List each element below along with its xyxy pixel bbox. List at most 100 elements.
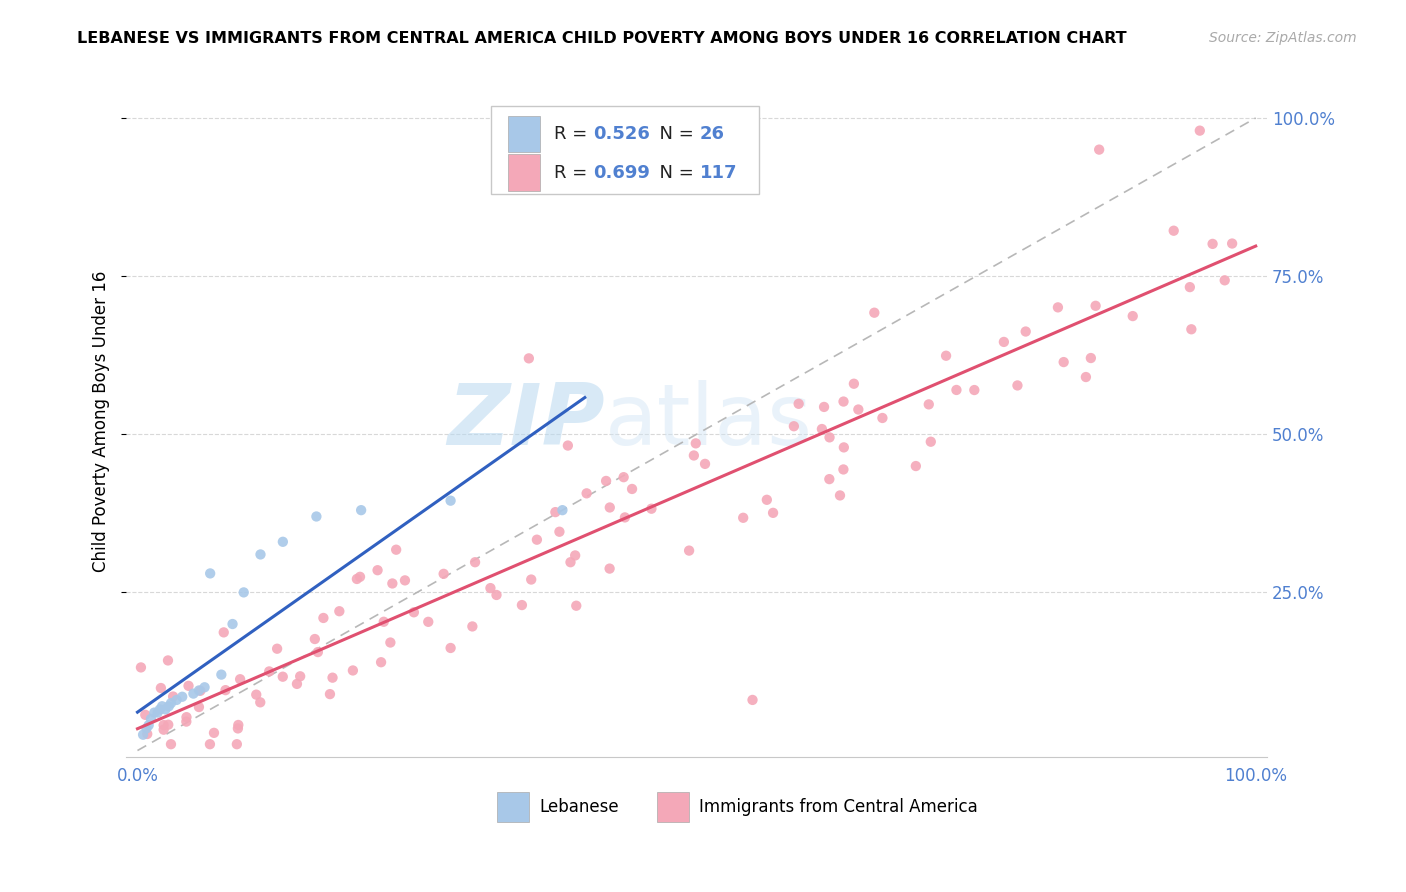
Point xyxy=(783,419,806,434)
Point xyxy=(1178,280,1201,294)
Text: 0.699: 0.699 xyxy=(593,163,650,182)
Point xyxy=(461,619,484,633)
Point xyxy=(1084,299,1107,313)
Point xyxy=(394,574,416,588)
Point xyxy=(1163,224,1185,238)
Point xyxy=(599,500,621,515)
Point xyxy=(157,717,180,731)
Point xyxy=(226,718,249,732)
Point xyxy=(1080,351,1102,365)
Text: Lebanese: Lebanese xyxy=(538,798,619,816)
Point xyxy=(245,688,267,702)
Point xyxy=(599,561,621,575)
Point xyxy=(342,664,364,678)
Point xyxy=(439,493,461,508)
Point xyxy=(1053,355,1076,369)
Point xyxy=(162,690,184,704)
Point xyxy=(129,660,152,674)
Point xyxy=(526,533,548,547)
Text: 0.526: 0.526 xyxy=(593,125,650,143)
Point xyxy=(1007,378,1029,392)
Point xyxy=(257,665,280,679)
Point xyxy=(176,714,198,729)
Y-axis label: Child Poverty Among Boys Under 16: Child Poverty Among Boys Under 16 xyxy=(93,271,110,573)
Point xyxy=(221,617,243,632)
Point xyxy=(307,645,329,659)
Text: 26: 26 xyxy=(700,125,725,143)
Text: Source: ZipAtlas.com: Source: ZipAtlas.com xyxy=(1209,31,1357,45)
Point xyxy=(138,718,160,732)
Point xyxy=(350,503,373,517)
Point xyxy=(370,655,392,669)
Point xyxy=(863,306,886,320)
Point xyxy=(152,723,174,737)
Text: R =: R = xyxy=(554,163,593,182)
Point xyxy=(160,737,183,751)
Point xyxy=(640,501,662,516)
Point xyxy=(150,699,173,714)
Point xyxy=(595,474,617,488)
Point xyxy=(135,722,157,736)
Point xyxy=(385,542,408,557)
Point xyxy=(209,667,232,681)
Point xyxy=(621,482,644,496)
Point xyxy=(1188,123,1211,137)
Point xyxy=(160,696,183,710)
Point xyxy=(818,472,841,486)
Point xyxy=(373,615,395,629)
Point xyxy=(872,411,894,425)
Point xyxy=(152,718,174,732)
Point xyxy=(202,726,225,740)
Point xyxy=(520,573,543,587)
Point xyxy=(813,400,835,414)
Point xyxy=(439,640,461,655)
Point xyxy=(367,563,389,577)
Point xyxy=(172,690,194,704)
Point xyxy=(349,570,371,584)
Point xyxy=(155,702,177,716)
Point xyxy=(271,670,294,684)
Point xyxy=(328,604,350,618)
Point xyxy=(214,683,236,698)
Point xyxy=(198,737,221,751)
Point xyxy=(544,505,567,519)
Point xyxy=(842,376,865,391)
Point xyxy=(1220,236,1243,251)
FancyBboxPatch shape xyxy=(496,792,529,822)
Point xyxy=(249,548,271,562)
Point xyxy=(198,566,221,581)
Point xyxy=(846,402,869,417)
Point xyxy=(1015,325,1038,339)
Point xyxy=(828,488,851,502)
Point xyxy=(156,653,179,667)
Point xyxy=(945,383,967,397)
Point xyxy=(479,581,502,595)
Point xyxy=(832,441,855,455)
Point xyxy=(346,572,368,586)
Point xyxy=(464,555,486,569)
Point xyxy=(1180,322,1202,336)
Point xyxy=(787,397,810,411)
Point xyxy=(678,543,700,558)
Point xyxy=(832,394,855,409)
Point xyxy=(380,635,402,649)
Point xyxy=(418,615,440,629)
Point xyxy=(149,681,172,695)
Point xyxy=(811,422,834,436)
Point xyxy=(551,503,574,517)
Point xyxy=(271,534,294,549)
Point xyxy=(818,430,841,444)
Point xyxy=(557,438,579,452)
Point xyxy=(226,722,249,736)
Point xyxy=(613,510,636,524)
Point xyxy=(1122,309,1144,323)
Point xyxy=(157,699,180,714)
Point xyxy=(575,486,598,500)
Text: LEBANESE VS IMMIGRANTS FROM CENTRAL AMERICA CHILD POVERTY AMONG BOYS UNDER 16 CO: LEBANESE VS IMMIGRANTS FROM CENTRAL AMER… xyxy=(77,31,1128,46)
Point xyxy=(249,695,271,709)
Point xyxy=(304,632,326,646)
Point xyxy=(993,334,1015,349)
Text: N =: N = xyxy=(648,125,699,143)
Point xyxy=(935,349,957,363)
Point xyxy=(136,727,159,741)
